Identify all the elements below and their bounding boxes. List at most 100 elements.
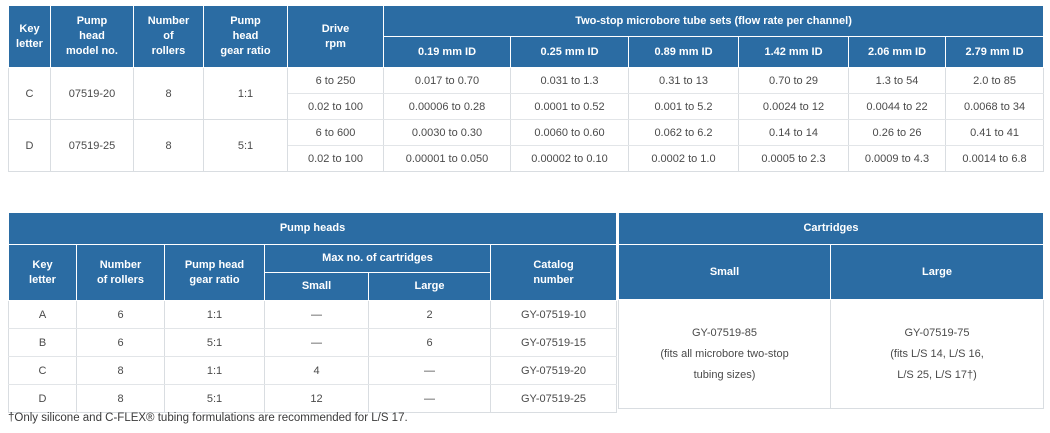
cell-flow: 0.00006 to 0.28 [383, 93, 511, 120]
cell-rollers: 8 [76, 384, 165, 413]
header-tube-id-5: 2.79 mm ID [944, 36, 1045, 68]
header-line: rpm [325, 37, 346, 50]
cell-rollers: 8 [133, 119, 204, 172]
header-tube-id-2: 0.89 mm ID [628, 36, 739, 68]
cell-line: tubing sizes) [693, 368, 756, 381]
cell-flow: 0.0001 to 0.52 [510, 93, 629, 120]
cell-flow: 0.0068 to 34 [944, 93, 1045, 120]
header-line: of rollers [96, 273, 145, 286]
table-header-group-row: Pump heads [7, 212, 618, 245]
cell-gear-ratio: 1:1 [164, 300, 265, 329]
cell-flow: 0.062 to 6.2 [628, 119, 739, 146]
cell-line: GY-07519-75 [904, 326, 970, 339]
pump-head-performance-table: Key letter Pump head model no. Number of… [8, 5, 1045, 172]
table-row: GY-07519-85 (fits all microbore two-stop… [618, 299, 1044, 409]
cell-flow: 0.0009 to 4.3 [848, 145, 946, 172]
table-header-row-1: Key letter Pump head model no. Number of… [8, 5, 1045, 68]
header-group-two-stop-microbore: Two-stop microbore tube sets (flow rate … [382, 5, 1045, 37]
header-line: rollers [151, 45, 186, 57]
table-row: C 8 1:1 4 — GY-07519-20 [8, 356, 618, 385]
cell-flow: 0.31 to 13 [628, 67, 739, 94]
header-cartridges-small: Small [264, 272, 369, 301]
header-line: Pump head [184, 258, 245, 271]
header-line: number [533, 273, 574, 286]
header-number-of-rollers: Number of rollers [133, 5, 204, 68]
cell-rollers: 8 [133, 67, 204, 120]
footnote-text: †Only silicone and C-FLEX® tubing formul… [8, 412, 408, 424]
table-row: A 6 1:1 — 2 GY-07519-10 [8, 300, 618, 329]
header-line: Key [32, 258, 53, 271]
table-row: C 07519-20 8 1:1 6 to 250 0.017 to 0.70 … [8, 67, 1045, 120]
cell-flow: 0.00001 to 0.050 [383, 145, 511, 172]
header-tube-id-3: 1.42 mm ID [738, 36, 849, 68]
cell-flow: 0.0060 to 0.60 [510, 119, 629, 146]
header-max-no-of-cartridges: Max no. of cartridges [264, 244, 491, 273]
header-line: Number [147, 15, 190, 27]
cell-catalog-number: GY-07519-10 [489, 300, 618, 329]
cell-gear-ratio: 5:1 [203, 119, 288, 172]
cell-flow: 0.0030 to 0.30 [383, 119, 511, 146]
cell-flow: 1.3 to 54 [848, 67, 946, 94]
cell-flow: 0.0005 to 2.3 [738, 145, 849, 172]
header-key-letter: Key letter [8, 244, 77, 301]
header-group-pump-heads: Pump heads [7, 212, 618, 245]
header-number-of-rollers: Number of rollers [76, 244, 165, 301]
cell-cartridges-small: 12 [264, 384, 369, 413]
cell-rollers: 6 [76, 300, 165, 329]
header-line: gear ratio [220, 45, 271, 57]
table-row: B 6 5:1 — 6 GY-07519-15 [8, 328, 618, 357]
cell-cartridges-small: — [264, 300, 369, 329]
cell-flow: 0.26 to 26 [848, 119, 946, 146]
cell-drive-rpm: 0.02 to 100 [287, 145, 384, 172]
cell-flow: 0.14 to 14 [738, 119, 849, 146]
cell-flow: 0.0044 to 22 [848, 93, 946, 120]
cell-flow: 0.017 to 0.70 [383, 67, 511, 94]
header-line: of [163, 30, 174, 42]
table-header-row-2: 0.19 mm ID 0.25 mm ID 0.89 mm ID 1.42 mm… [9, 36, 1045, 68]
header-line: head [232, 30, 259, 42]
cell-flow: 0.70 to 29 [738, 67, 849, 94]
header-tube-id-1: 0.25 mm ID [510, 36, 629, 68]
cell-gear-ratio: 5:1 [164, 384, 265, 413]
cartridges-ordering-table: Cartridges Small Large GY-07519-85 (fits… [618, 212, 1044, 409]
table-header-row-1: Key letter Number of rollers Pump head g… [8, 244, 618, 301]
cell-flow: 0.0002 to 1.0 [628, 145, 739, 172]
cell-cartridges-large: — [368, 356, 491, 385]
pump-heads-ordering-table: Pump heads Key letter Number of rollers … [7, 212, 618, 413]
header-line: Number [99, 258, 142, 271]
table-row: 0.02 to 100 0.00001 to 0.050 0.00002 to … [9, 145, 1045, 172]
cell-gear-ratio: 5:1 [164, 328, 265, 357]
header-line: head [79, 30, 105, 42]
cell-rollers: 8 [76, 356, 165, 385]
cell-line: (fits L/S 14, L/S 16, [890, 347, 984, 360]
header-line: model no. [66, 45, 118, 57]
table-header-group-row: Cartridges [618, 212, 1044, 245]
cell-line: L/S 25, L/S 17†) [897, 368, 977, 381]
cell-key-letter: D [8, 384, 77, 413]
header-pump-head-model-no: Pump head model no. [50, 5, 134, 68]
cell-gear-ratio: 1:1 [164, 356, 265, 385]
header-tube-id-0: 0.19 mm ID [383, 36, 511, 68]
header-group-cartridges: Cartridges [618, 212, 1044, 245]
cell-model-no: 07519-20 [50, 67, 134, 120]
header-cartridges-large: Large [368, 272, 491, 301]
cell-flow: 0.00002 to 0.10 [510, 145, 629, 172]
cell-key-letter: C [8, 356, 77, 385]
cell-model-no: 07519-25 [50, 119, 134, 172]
cell-catalog-number: GY-07519-15 [489, 328, 618, 357]
cell-flow: 0.0024 to 12 [738, 93, 849, 120]
header-catalog-number: Catalog number [489, 244, 618, 301]
header-line: Pump [230, 15, 261, 27]
header-line: Pump [76, 15, 108, 27]
cell-flow: 2.0 to 85 [944, 67, 1045, 94]
cell-catalog-number: GY-07519-20 [489, 356, 618, 385]
table-header-row-1: Small Large [618, 244, 1044, 300]
cell-key-letter: A [8, 300, 77, 329]
header-line: letter [16, 37, 43, 50]
header-line: Drive [321, 22, 350, 35]
header-line: letter [29, 273, 56, 286]
cell-cartridges-small: 4 [264, 356, 369, 385]
cell-line: GY-07519-85 [691, 326, 758, 339]
cell-drive-rpm: 0.02 to 100 [287, 93, 384, 120]
